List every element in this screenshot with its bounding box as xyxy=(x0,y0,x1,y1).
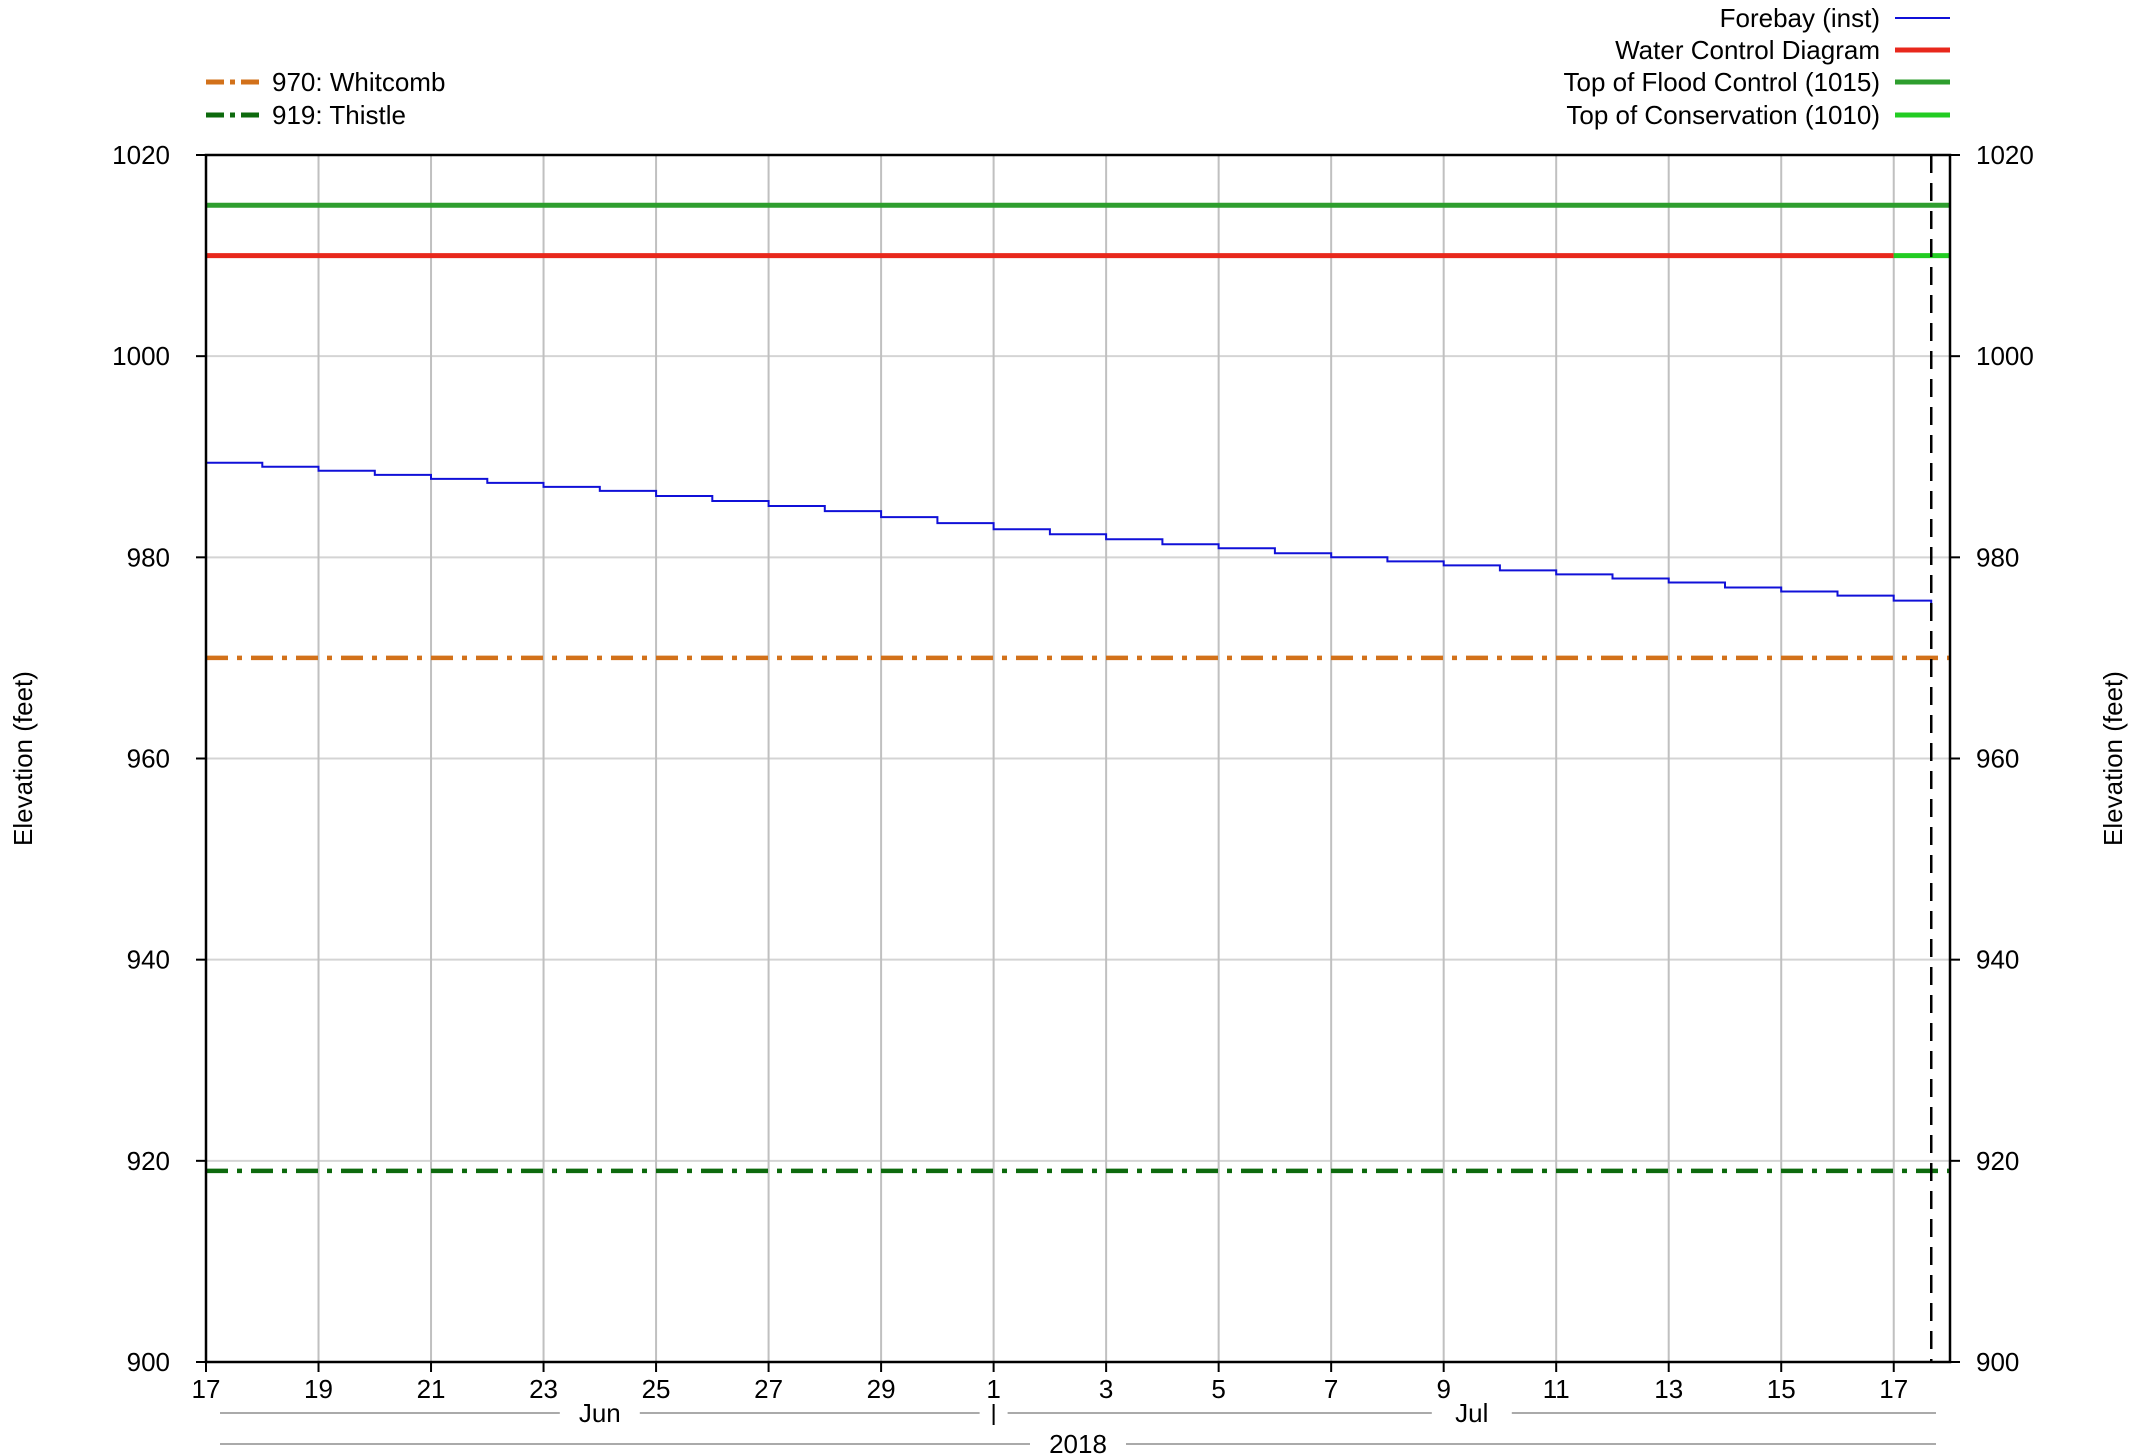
axis-labels: 900 900 920 920 940 940 960 960 980 980 1000 1000 10… xyxy=(8,140,2128,1455)
y-axis-title-right: Elevation (feet) xyxy=(2098,671,2128,846)
x-tick-label: 27 xyxy=(754,1374,783,1404)
legend-label: Top of Conservation (1010) xyxy=(1566,100,1880,130)
legend-label: Water Control Diagram xyxy=(1615,35,1880,65)
y-axis-title-left: Elevation (feet) xyxy=(8,671,38,846)
x-tick-label: 21 xyxy=(417,1374,446,1404)
x-tick-label: 9 xyxy=(1436,1374,1450,1404)
y-tick-label-left: 980 xyxy=(127,542,170,572)
legend-label: Forebay (inst) xyxy=(1720,3,1880,33)
x-tick-label: 17 xyxy=(1879,1374,1908,1404)
y-tick-label-right: 920 xyxy=(1976,1146,2019,1176)
month-label: Jun xyxy=(579,1398,621,1428)
x-tick-label: 19 xyxy=(304,1374,333,1404)
axes xyxy=(196,153,1960,1445)
y-tick-label-left: 940 xyxy=(127,945,170,975)
year-label: 2018 xyxy=(1049,1429,1107,1455)
x-tick-label: 1 xyxy=(986,1374,1000,1404)
x-tick-label: 25 xyxy=(642,1374,671,1404)
series-forebay-inst xyxy=(206,461,1933,605)
y-tick-label-left: 1020 xyxy=(112,140,170,170)
x-tick-label: 13 xyxy=(1654,1374,1683,1404)
x-tick-label: 29 xyxy=(867,1374,896,1404)
y-tick-label-left: 1000 xyxy=(112,341,170,371)
x-tick-label: 5 xyxy=(1211,1374,1225,1404)
grid-lines xyxy=(206,155,1950,1362)
y-tick-label-right: 1020 xyxy=(1976,140,2034,170)
y-tick-label-right: 1000 xyxy=(1976,341,2034,371)
y-tick-label-right: 940 xyxy=(1976,945,2019,975)
legend-label: 970: Whitcomb xyxy=(272,67,445,97)
month-label: Jul xyxy=(1455,1398,1488,1428)
y-tick-label-right: 980 xyxy=(1976,542,2019,572)
y-tick-label-left: 960 xyxy=(127,744,170,774)
y-tick-label-left: 920 xyxy=(127,1146,170,1176)
legend-label: 919: Thistle xyxy=(272,100,406,130)
x-tick-label: 7 xyxy=(1324,1374,1338,1404)
x-tick-label: 17 xyxy=(192,1374,221,1404)
legend-label: Top of Flood Control (1015) xyxy=(1563,67,1880,97)
y-tick-label-right: 900 xyxy=(1976,1347,2019,1377)
x-tick-label: 11 xyxy=(1543,1374,1570,1404)
x-tick-label: 3 xyxy=(1099,1374,1113,1404)
series-lines xyxy=(206,155,1950,1362)
y-tick-label-right: 960 xyxy=(1976,744,2019,774)
x-tick-label: 15 xyxy=(1767,1374,1796,1404)
x-tick-label: 23 xyxy=(529,1374,558,1404)
y-tick-label-left: 900 xyxy=(127,1347,170,1377)
